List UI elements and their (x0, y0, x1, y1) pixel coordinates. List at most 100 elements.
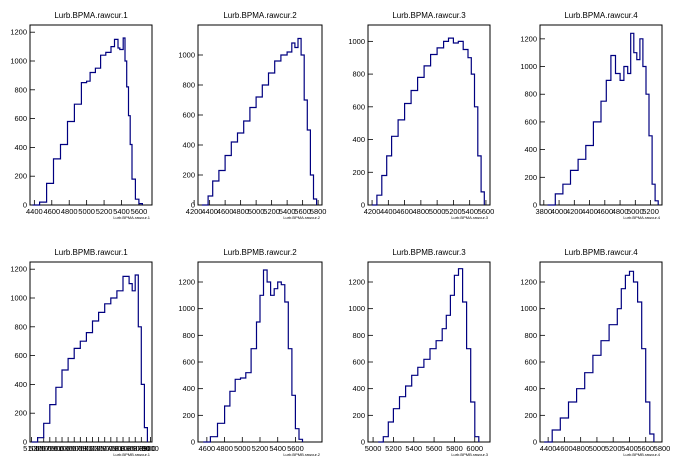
histogram-panel: Lurb.BPMA.rawcur.20200400600800100042004… (178, 9, 326, 220)
histogram-series (31, 274, 148, 443)
x-tick-label: 7500 (96, 444, 113, 453)
y-tick-label: 800 (524, 90, 537, 99)
x-tick-label: 6100 (54, 444, 71, 453)
x-tick-label: 5600 (287, 444, 304, 453)
x-tick-label: 6300 (60, 444, 77, 453)
y-tick-label: 200 (14, 409, 27, 418)
y-tick-label: 1200 (348, 278, 365, 287)
x-tick-label: 5900 (48, 444, 65, 453)
x-tick-label: 5200 (605, 444, 622, 453)
x-tick-label: 5600 (478, 207, 495, 216)
y-tick-label: 0 (191, 201, 195, 210)
y-tick-label: 600 (524, 358, 537, 367)
x-tick-label: 5200 (96, 207, 113, 216)
y-tick-label: 0 (533, 438, 537, 447)
x-tick-label: 5000 (248, 207, 265, 216)
histogram-series (544, 270, 655, 443)
x-tick-label: 6500 (66, 444, 83, 453)
x-tick-label: 4600 (199, 444, 216, 453)
x-tick-label: 4800 (572, 444, 589, 453)
y-tick-label: 0 (23, 438, 27, 447)
title-box (558, 9, 645, 21)
x-tick-label: 4600 (556, 444, 573, 453)
x-tick-label: 5200 (252, 444, 269, 453)
x-tick-label: 5400 (279, 207, 296, 216)
title-box (558, 246, 645, 258)
x-tick-label: 5500 (35, 444, 52, 453)
panel-title: Lurb.BPMB.rawcur.4 (564, 248, 638, 257)
x-tick-label: 7100 (84, 444, 101, 453)
plot-frame (539, 24, 663, 206)
x-tick-label: 5000 (234, 444, 251, 453)
title-box (217, 246, 304, 258)
x-tick-label: 5300 (29, 444, 46, 453)
y-tick-label: 600 (352, 358, 365, 367)
y-tick-label: 600 (182, 111, 195, 120)
y-tick-label: 800 (352, 331, 365, 340)
x-tick-label: 8700 (133, 444, 150, 453)
x-tick-label: 5400 (269, 444, 286, 453)
x-tick-label: 5200 (445, 207, 462, 216)
histogram-series (547, 32, 659, 206)
y-tick-label: 400 (524, 145, 537, 154)
x-tick-label: 5400 (405, 444, 422, 453)
y-tick-label: 0 (533, 201, 537, 210)
y-tick-label: 1200 (10, 265, 27, 274)
title-box (48, 246, 135, 258)
histogram-panel: Lurb.BPMB.rawcur.4 0 200 400 600 800 1000 1200 4… (520, 246, 670, 457)
y-tick-label: 600 (14, 114, 27, 123)
x-tick-label: 9000 (142, 444, 159, 453)
y-tick-label: 200 (524, 411, 537, 420)
panel-title: Lurb.BPMA.rawcur.3 (392, 11, 466, 20)
panel-title: Lurb.BPMB.rawcur.2 (223, 248, 297, 257)
x-tick-label: 6900 (78, 444, 95, 453)
x-axis-label: Lurb.BPMB.rawcur.3 (451, 452, 488, 457)
histogram-panel: Lurb.BPMB.rawcur.2 0 200 400 600 800 1000 1200 4… (178, 246, 323, 457)
x-tick-label: 5800 (446, 444, 463, 453)
x-tick-label: 4200 (364, 207, 381, 216)
y-tick-label: 600 (14, 351, 27, 360)
histogram-panel: Lurb.BPMA.rawcur.4 0 200 400 600 800 1000 1200 3… (520, 9, 663, 220)
x-tick-label: 5200 (642, 207, 659, 216)
histogram-series (372, 37, 485, 206)
x-axis-label: Lurb.BPMA.rawcur.2 (283, 215, 320, 220)
y-tick-label: 400 (352, 384, 365, 393)
x-tick-label: 5600 (131, 207, 148, 216)
y-tick-label: 400 (14, 380, 27, 389)
x-tick-label: 5000 (365, 444, 382, 453)
y-tick-label: 400 (352, 135, 365, 144)
title-box (386, 246, 473, 258)
x-tick-label: 8500 (127, 444, 144, 453)
histogram-series (201, 37, 318, 206)
y-tick-label: 1200 (520, 34, 537, 43)
y-tick-label: 800 (182, 331, 195, 340)
x-tick-label: 4800 (413, 207, 430, 216)
y-tick-label: 800 (14, 85, 27, 94)
plot-frame (367, 261, 491, 443)
panel-title: Lurb.BPMA.rawcur.1 (54, 11, 128, 20)
x-tick-label: 5600 (637, 444, 654, 453)
y-tick-label: 800 (352, 70, 365, 79)
x-tick-label: 4800 (216, 444, 233, 453)
y-tick-label: 800 (182, 81, 195, 90)
x-axis-label: Lurb.BPMA.rawcur.3 (451, 215, 488, 220)
x-tick-label: 4600 (217, 207, 234, 216)
y-tick-label: 1200 (10, 28, 27, 37)
y-tick-label: 1200 (178, 278, 195, 287)
x-axis-label: Lurb.BPMB.rawcur.4 (623, 452, 660, 457)
x-tick-label: 5100 (23, 444, 40, 453)
x-tick-label: 5000 (78, 207, 95, 216)
x-axis-label: Lurb.BPMB.rawcur.1 (113, 452, 150, 457)
histogram-series (32, 37, 143, 206)
x-tick-label: 4400 (380, 207, 397, 216)
x-tick-label: 4400 (540, 444, 557, 453)
x-tick-label: 5000 (589, 444, 606, 453)
panel-title: Lurb.BPMB.rawcur.3 (392, 248, 466, 257)
x-tick-label: 5600 (294, 207, 311, 216)
panel-title: Lurb.BPMB.rawcur.1 (54, 248, 128, 257)
y-tick-label: 1000 (178, 51, 195, 60)
plot-frame (29, 261, 153, 443)
histogram-panel: Lurb.BPMB.rawcur.3 0 200 400 600 800 1000 1200 5… (348, 246, 491, 457)
x-tick-label: 5000 (627, 207, 644, 216)
